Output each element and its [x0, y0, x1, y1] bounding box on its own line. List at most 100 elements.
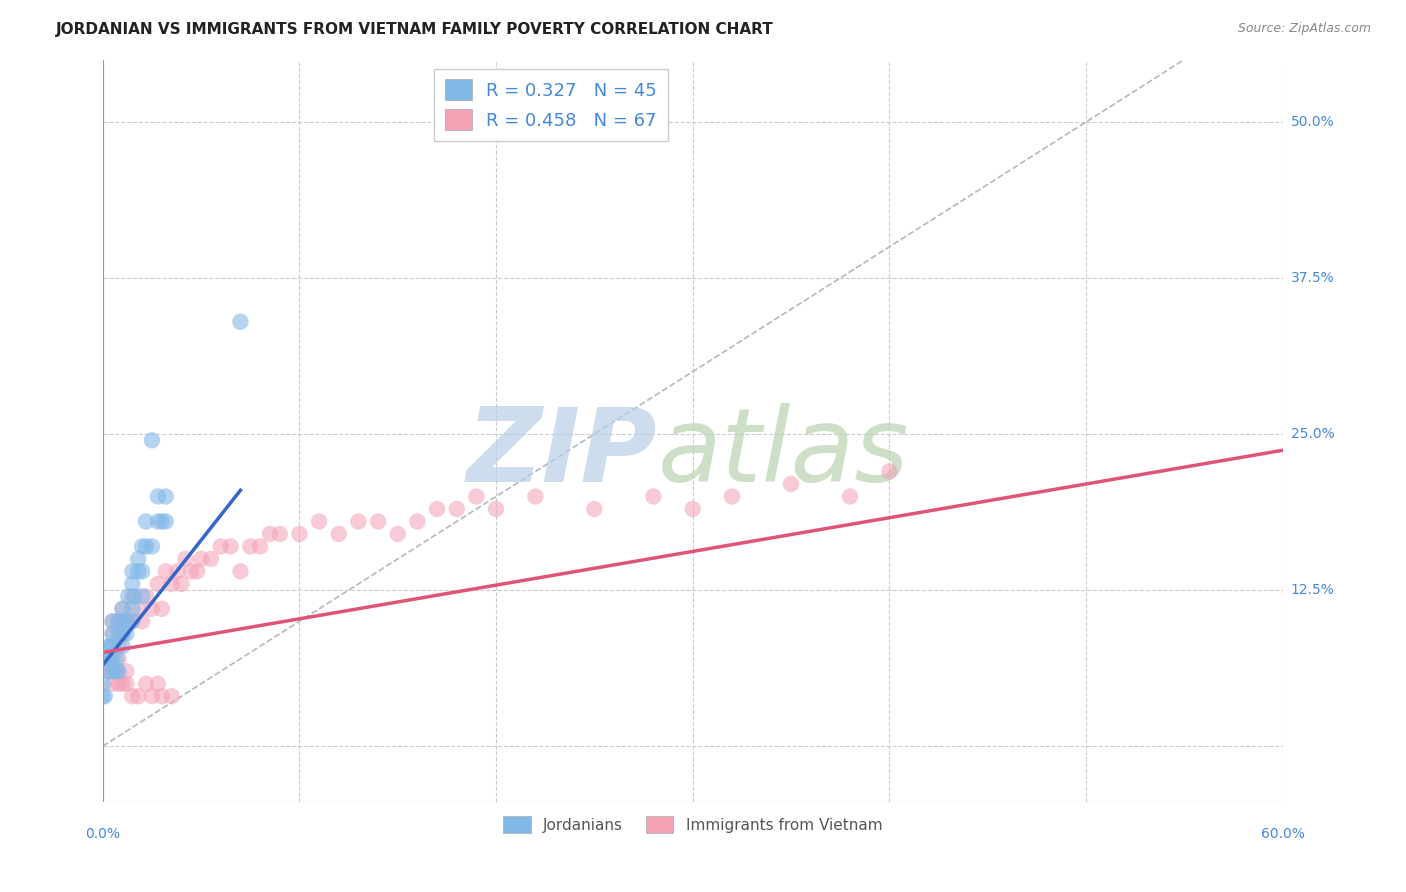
Point: [406, 515, 429, 529]
Point: [146, 515, 169, 529]
Point: [135, 540, 157, 554]
Point: [121, 602, 143, 616]
Point: [465, 490, 488, 504]
Point: [229, 315, 252, 329]
Point: [97, 640, 120, 654]
Text: JORDANIAN VS IMMIGRANTS FROM VIETNAM FAMILY POVERTY CORRELATION CHART: JORDANIAN VS IMMIGRANTS FROM VIETNAM FAM…: [56, 22, 773, 37]
Point: [166, 565, 188, 579]
Point: [308, 515, 330, 529]
Text: atlas: atlas: [657, 403, 908, 503]
Text: 37.5%: 37.5%: [1291, 271, 1334, 285]
Point: [101, 627, 124, 641]
Point: [97, 652, 120, 666]
Point: [107, 615, 129, 629]
Point: [107, 615, 129, 629]
Point: [121, 565, 143, 579]
Point: [111, 602, 134, 616]
Point: [91, 677, 114, 691]
Point: [101, 627, 124, 641]
Point: [121, 615, 143, 629]
Point: [105, 665, 128, 679]
Point: [115, 615, 138, 629]
Point: [524, 490, 547, 504]
Point: [160, 690, 183, 704]
Point: [111, 627, 134, 641]
Point: [91, 690, 114, 704]
Point: [146, 577, 169, 591]
Point: [100, 640, 122, 654]
Point: [107, 652, 129, 666]
Point: [879, 465, 901, 479]
Text: 12.5%: 12.5%: [1291, 583, 1334, 597]
Point: [146, 677, 169, 691]
Point: [446, 502, 468, 516]
Point: [107, 665, 129, 679]
Point: [150, 515, 173, 529]
Point: [259, 527, 281, 541]
Point: [117, 590, 139, 604]
Point: [107, 677, 129, 691]
Point: [155, 565, 177, 579]
Point: [426, 502, 449, 516]
Point: [115, 677, 138, 691]
Point: [155, 515, 177, 529]
Text: 50.0%: 50.0%: [1291, 115, 1334, 129]
Point: [101, 677, 124, 691]
Point: [131, 565, 153, 579]
Point: [150, 602, 173, 616]
Point: [682, 502, 704, 516]
Point: [101, 640, 124, 654]
Text: 0.0%: 0.0%: [86, 827, 121, 841]
Point: [387, 527, 409, 541]
Point: [115, 627, 138, 641]
Point: [101, 665, 124, 679]
Point: [127, 602, 149, 616]
Point: [97, 652, 120, 666]
Point: [367, 515, 389, 529]
Point: [180, 565, 202, 579]
Point: [127, 690, 149, 704]
Point: [127, 552, 149, 566]
Text: 25.0%: 25.0%: [1291, 427, 1334, 441]
Point: [160, 577, 183, 591]
Point: [105, 652, 128, 666]
Point: [200, 552, 222, 566]
Point: [111, 615, 134, 629]
Point: [121, 577, 143, 591]
Point: [190, 552, 212, 566]
Point: [122, 590, 145, 604]
Point: [141, 540, 163, 554]
Text: ZIP: ZIP: [467, 403, 657, 504]
Point: [121, 690, 143, 704]
Point: [288, 527, 311, 541]
Point: [269, 527, 291, 541]
Point: [115, 665, 138, 679]
Point: [135, 590, 157, 604]
Point: [328, 527, 350, 541]
Point: [155, 490, 177, 504]
Point: [347, 515, 370, 529]
Point: [131, 615, 153, 629]
Point: [101, 615, 124, 629]
Text: 60.0%: 60.0%: [1261, 827, 1305, 841]
Point: [239, 540, 262, 554]
Point: [97, 665, 120, 679]
Point: [97, 665, 120, 679]
Point: [101, 615, 124, 629]
Point: [146, 490, 169, 504]
Point: [101, 652, 124, 666]
Point: [100, 652, 122, 666]
Point: [121, 615, 143, 629]
Point: [209, 540, 232, 554]
Point: [219, 540, 242, 554]
Point: [111, 640, 134, 654]
Point: [249, 540, 271, 554]
Point: [94, 690, 117, 704]
Point: [111, 627, 134, 641]
Point: [105, 665, 128, 679]
Point: [150, 690, 173, 704]
Text: Source: ZipAtlas.com: Source: ZipAtlas.com: [1237, 22, 1371, 36]
Point: [141, 690, 163, 704]
Point: [485, 502, 508, 516]
Point: [186, 565, 208, 579]
